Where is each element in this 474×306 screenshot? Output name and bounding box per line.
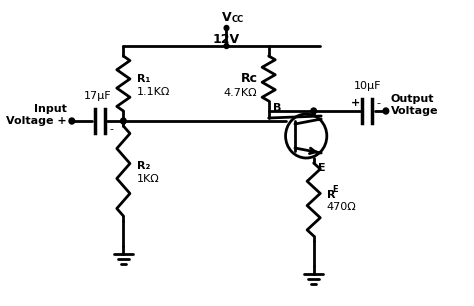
Text: V: V: [222, 11, 231, 24]
Text: 4.7KΩ: 4.7KΩ: [224, 88, 257, 98]
Circle shape: [224, 25, 229, 31]
Text: E: E: [332, 185, 338, 195]
Circle shape: [120, 118, 126, 124]
Text: 1KΩ: 1KΩ: [137, 174, 159, 184]
Text: 470Ω: 470Ω: [327, 203, 356, 212]
Text: CC: CC: [232, 15, 245, 24]
Text: -: -: [109, 124, 113, 134]
Text: R: R: [327, 189, 335, 200]
Text: Rᴄ: Rᴄ: [240, 72, 257, 85]
Text: Output
Voltage: Output Voltage: [391, 94, 438, 116]
Text: R₁: R₁: [137, 73, 150, 84]
Text: B: B: [273, 103, 282, 113]
Text: R₂: R₂: [137, 161, 150, 171]
Text: 17μF: 17μF: [84, 91, 112, 101]
Circle shape: [383, 108, 389, 114]
Text: 1.1KΩ: 1.1KΩ: [137, 87, 170, 96]
Text: E: E: [319, 163, 326, 173]
Circle shape: [311, 108, 317, 114]
Text: Input
Voltage +: Input Voltage +: [7, 104, 67, 126]
Circle shape: [69, 118, 74, 124]
Text: +: +: [351, 98, 361, 108]
Text: 10μF: 10μF: [354, 81, 381, 91]
Circle shape: [224, 43, 229, 48]
Text: -: -: [376, 98, 380, 108]
Text: 12V: 12V: [213, 33, 240, 46]
